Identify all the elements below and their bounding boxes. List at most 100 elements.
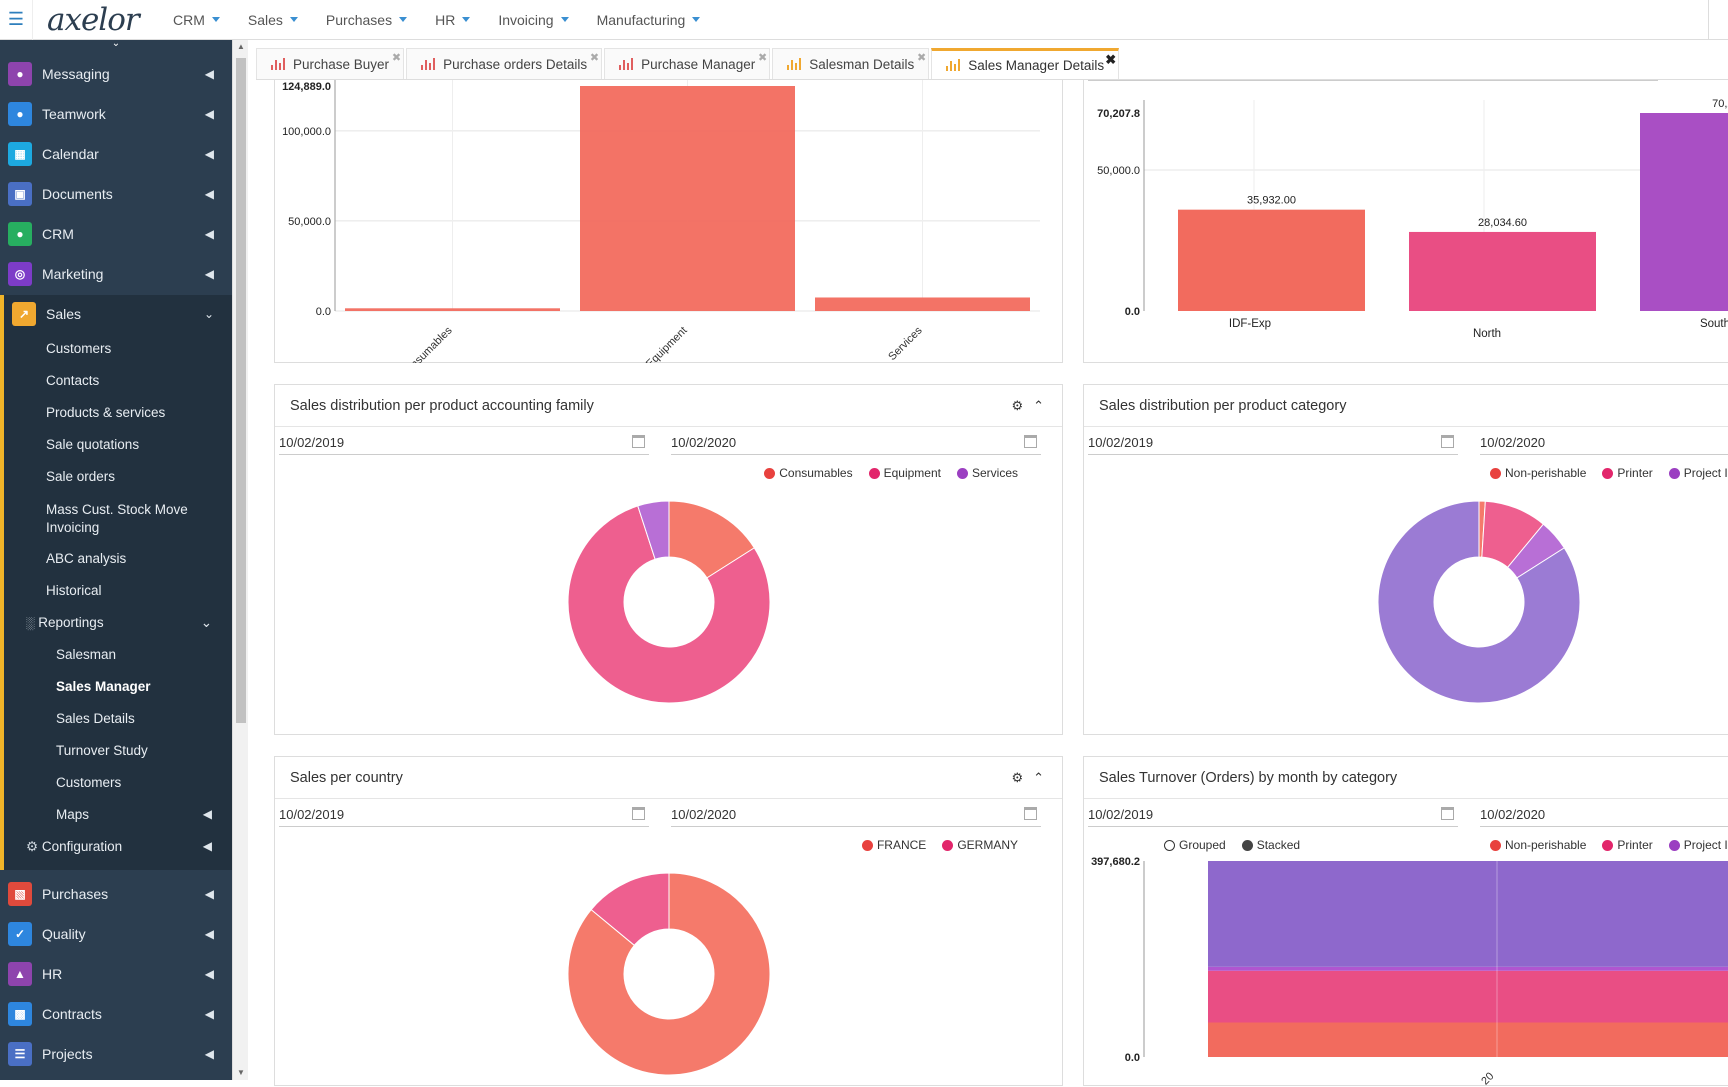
legend-item[interactable]: Consumables [764,466,853,480]
mode-grouped[interactable]: Grouped [1164,838,1226,852]
calendar-icon[interactable] [632,807,645,820]
sidebar-item-label: Calendar [42,146,99,162]
hamburger-menu-icon[interactable]: ☰ [0,0,33,40]
close-icon[interactable]: ✖ [917,52,927,64]
y-tick-label: 70,207.8 [1097,108,1140,120]
pie-slice [590,872,670,947]
legend-item[interactable]: Equipment [868,466,941,480]
close-icon[interactable]: ✖ [391,52,402,64]
sidebar-item-marketing[interactable]: ◎ Marketing ◀ [0,254,232,294]
top-menu-invoicing[interactable]: Invoicing [484,12,582,28]
sidebar-subitem-reportings[interactable]: ░ Reportings ⌄ [26,615,226,630]
legend-item[interactable]: Project I [1668,466,1728,480]
date-from-field[interactable]: 10/02/2019 [1088,801,1458,827]
app-logo[interactable]: axelor [47,1,140,38]
pie-slice [637,500,670,560]
sidebar-subitem-configuration[interactable]: ⚙ Configuration ◀ [26,839,226,855]
close-icon[interactable]: ✖ [1105,52,1117,67]
calendar-icon[interactable] [1024,807,1037,820]
tab-purchase-manager[interactable]: Purchase Manager ✖ [604,48,771,79]
sidebar-item-documents[interactable]: ▣ Documents ◀ [0,174,232,214]
scrollbar-thumb[interactable] [236,58,246,723]
legend-item[interactable]: Printer [1602,838,1653,852]
top-menu-purchases[interactable]: Purchases [312,12,421,28]
gear-icon[interactable]: ⚙ [1011,398,1024,413]
calendar-icon[interactable] [1441,435,1454,448]
sidebar-item-crm[interactable]: ● CRM ◀ [0,214,232,254]
sidebar-scrollbar[interactable]: ▲ ▼ [232,40,248,1080]
legend-item[interactable]: FRANCE [861,838,926,852]
sidebar-item-calendar[interactable]: ▦ Calendar ◀ [0,134,232,174]
sidebar-report-customers[interactable]: Customers [56,775,122,790]
home-icon[interactable] [1708,0,1728,40]
chevron-left-icon: ◀ [202,807,212,821]
date-to-field[interactable]: 10/02/2020 [671,801,1041,827]
area-band [1208,970,1728,1023]
close-icon[interactable]: ✖ [589,52,600,64]
legend-item[interactable]: Project I [1668,838,1728,852]
calendar-icon[interactable] [632,435,645,448]
sidebar-item-quality[interactable]: ✓ Quality ◀ [0,914,232,954]
legend-item[interactable]: Non-perishable [1490,838,1586,852]
sidebar-item-teamwork[interactable]: ● Teamwork ◀ [0,94,232,134]
sidebar-subitem-customers[interactable]: Customers [46,341,112,356]
sidebar-item-purchases[interactable]: ▧ Purchases ◀ [0,874,232,914]
sidebar-report-sales-manager[interactable]: Sales Manager [56,679,151,694]
pie-slice [1377,500,1581,704]
bar [1178,209,1365,311]
top-menu-sales[interactable]: Sales [234,12,312,28]
top-menu-manufacturing[interactable]: Manufacturing [583,12,715,28]
date-to-field[interactable]: 10/02/2020 [1480,429,1728,455]
legend-item[interactable]: Services [956,466,1018,480]
tab-label: Sales Manager Details [968,57,1105,73]
scroll-down-icon[interactable]: ▼ [237,1068,245,1077]
legend-item[interactable]: Printer [1602,466,1653,480]
date-to-field[interactable]: 10/02/2020 [1480,801,1728,827]
sidebar-report-maps[interactable]: Maps ◀ [56,807,226,822]
chart-legend: Non-perishable Printer Project I [1490,838,1728,852]
chevron-down-icon[interactable]: ⌄ [111,40,121,49]
tab-purchase-buyer[interactable]: Purchase Buyer ✖ [256,48,405,79]
chevron-up-icon[interactable]: ⌃ [1033,398,1044,413]
chevron-up-icon[interactable]: ⌃ [1033,770,1044,785]
top-menu-hr[interactable]: HR [421,12,484,28]
calendar-icon[interactable] [1441,807,1454,820]
tab-purchase-orders-details[interactable]: Purchase orders Details ✖ [406,48,603,79]
chevron-left-icon: ◀ [204,147,214,161]
area-band [1208,1022,1728,1057]
panel-tools: ⚙ ⌃ [1011,770,1044,786]
mode-stacked[interactable]: Stacked [1241,838,1300,852]
sidebar-item-contracts[interactable]: ▩ Contracts ◀ [0,994,232,1034]
legend-dot [861,839,873,851]
date-from-field[interactable]: 10/02/2019 [279,801,649,827]
tab-sales-manager-details[interactable]: Sales Manager Details ✖ [931,48,1120,79]
legend-dot [1668,467,1680,479]
top-menu-crm[interactable]: CRM [159,12,234,28]
sidebar-report-sales-details[interactable]: Sales Details [56,711,135,726]
sidebar-item-sales[interactable]: ↗ Sales ⌄ [0,294,232,334]
tab-salesman-details[interactable]: Salesman Details ✖ [772,48,930,79]
sidebar-subitem-sale-orders[interactable]: Sale orders [46,469,116,484]
sidebar-subitem-mass-stock-move[interactable]: Mass Cust. Stock Move Invoicing [46,502,188,535]
date-from-field[interactable]: 10/02/2019 [1088,429,1458,455]
close-icon[interactable]: ✖ [758,52,768,64]
date-to-field[interactable]: 10/02/2020 [671,429,1041,455]
sidebar-item-messaging[interactable]: ● Messaging ◀ [0,54,232,94]
sidebar-item-projects[interactable]: ☰ Projects ◀ [0,1034,232,1074]
sidebar-report-turnover-study[interactable]: Turnover Study [56,743,148,758]
legend-item[interactable]: Non-perishable [1490,466,1586,480]
panel-bar-chart-region: 70,207.8 50,000.0 0.0 35,932.00 IDF-Exp 28,03… [1083,80,1728,363]
sidebar-subitem-abc-analysis[interactable]: ABC analysis [46,551,127,566]
sidebar-item-hr[interactable]: ▲ HR ◀ [0,954,232,994]
bar [1640,113,1728,311]
legend-item[interactable]: GERMANY [942,838,1018,852]
sidebar-report-salesman[interactable]: Salesman [56,647,117,662]
sidebar-subitem-products-services[interactable]: Products & services [46,405,166,420]
sidebar-subitem-sale-quotations[interactable]: Sale quotations [46,437,140,452]
date-from-field[interactable]: 10/02/2019 [279,429,649,455]
scroll-up-icon[interactable]: ▲ [237,42,245,51]
sidebar-subitem-historical[interactable]: Historical [46,583,102,598]
calendar-icon[interactable] [1024,435,1037,448]
sidebar-subitem-contacts[interactable]: Contacts [46,373,100,388]
gear-icon[interactable]: ⚙ [1011,770,1024,785]
